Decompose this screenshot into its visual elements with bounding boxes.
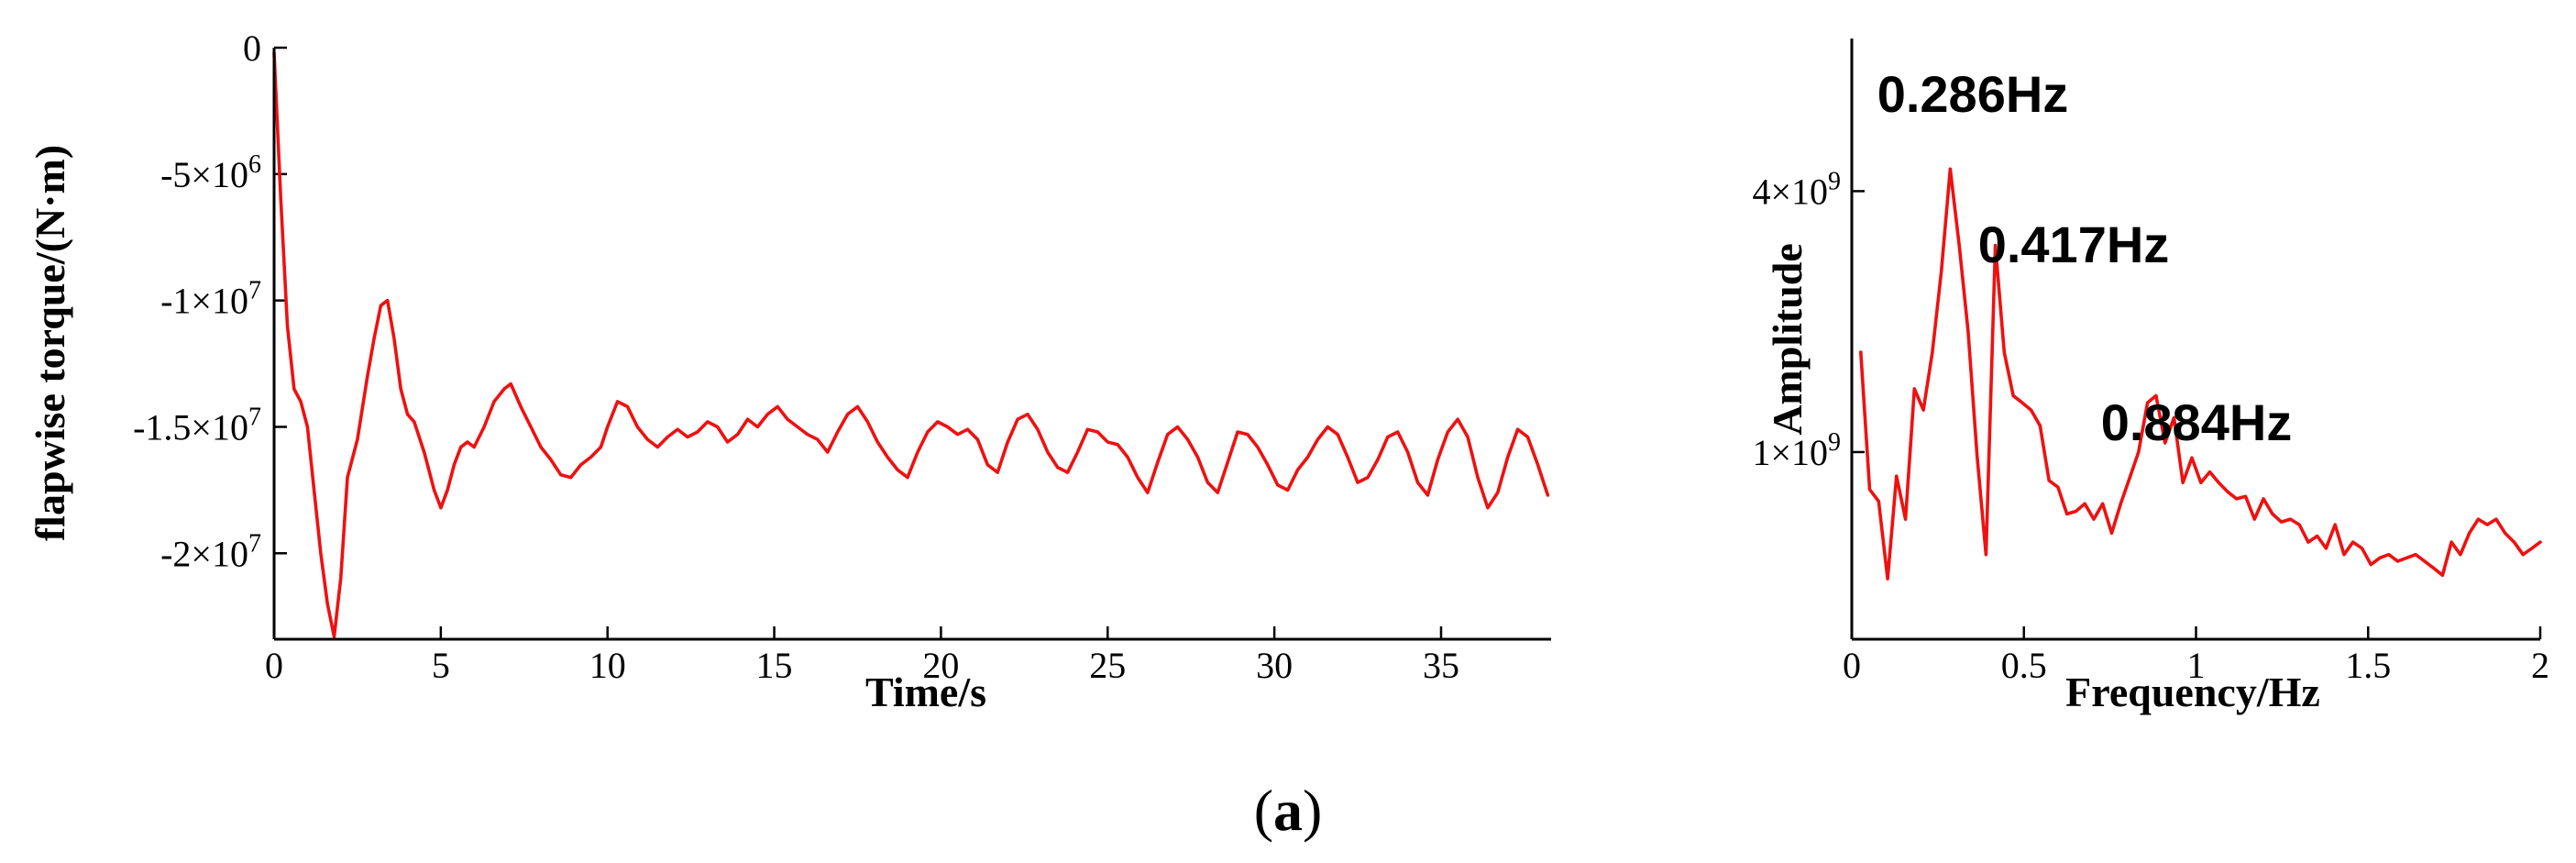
right-x-tick-label: 1 <box>2187 645 2206 686</box>
right-tick-labels: 0 0.5 1 1.5 2 1×109 4×109 <box>1752 167 2549 686</box>
right-x-tick-label: 1.5 <box>2345 645 2391 686</box>
left-y-tick-label: -5×106 <box>160 150 261 195</box>
left-y-tick-label: 0 <box>243 28 261 69</box>
amplitude-series-line <box>1859 167 2542 581</box>
left-y-tick-label: -1×107 <box>160 277 261 322</box>
left-y-tick-label: -1.5×107 <box>133 403 261 448</box>
caption-close: ) <box>1303 778 1322 843</box>
left-tick-labels: 0 5 10 15 20 25 30 35 0 -5×106 -1×107 -1.5×107 -2×10… <box>133 28 1459 686</box>
right-y-axis-title: Amplitude <box>1764 243 1811 436</box>
right-y-tick-label: 4×109 <box>1752 167 1841 212</box>
left-x-tick-label: 15 <box>756 645 793 686</box>
peak-label-2: 0.417Hz <box>1978 216 2170 273</box>
left-x-tick-label: 0 <box>265 645 283 686</box>
right-x-tick-label: 0 <box>1843 645 1861 686</box>
caption-letter: a <box>1273 778 1303 843</box>
right-x-tick-label: 0.5 <box>2001 645 2047 686</box>
caption-open: ( <box>1254 778 1273 843</box>
left-x-axis-title: Time/s <box>865 669 986 715</box>
left-x-tick-label: 35 <box>1423 645 1459 686</box>
left-x-tick-label: 10 <box>589 645 626 686</box>
left-x-tick-label: 25 <box>1089 645 1126 686</box>
right-x-tick-label: 2 <box>2531 645 2549 686</box>
right-x-axis-title: Frequency/Hz <box>2065 669 2320 715</box>
peak-label-3: 0.884Hz <box>2101 393 2293 451</box>
subfigure-caption: (a) <box>1254 778 1323 843</box>
left-x-tick-label: 30 <box>1256 645 1293 686</box>
right-y-tick-label: 1×109 <box>1752 428 1841 473</box>
torque-series-line <box>272 50 1550 638</box>
time-series-chart: 0 5 10 15 20 25 30 35 0 -5×106 -1×107 -1.5×107 -2×10… <box>27 28 1551 715</box>
peak-label-1: 0.286Hz <box>1877 65 2069 123</box>
left-x-tick-label: 5 <box>432 645 450 686</box>
left-y-tick-label: -2×107 <box>160 529 261 574</box>
left-x-tick-label: 20 <box>922 645 959 686</box>
left-y-axis-title: flapwise torque/(N·m) <box>27 145 73 541</box>
spectrum-chart: 0 0.5 1 1.5 2 1×109 4×109 Frequency/Hz Amplitu… <box>1752 39 2549 715</box>
left-axis-ticks <box>272 46 1443 639</box>
